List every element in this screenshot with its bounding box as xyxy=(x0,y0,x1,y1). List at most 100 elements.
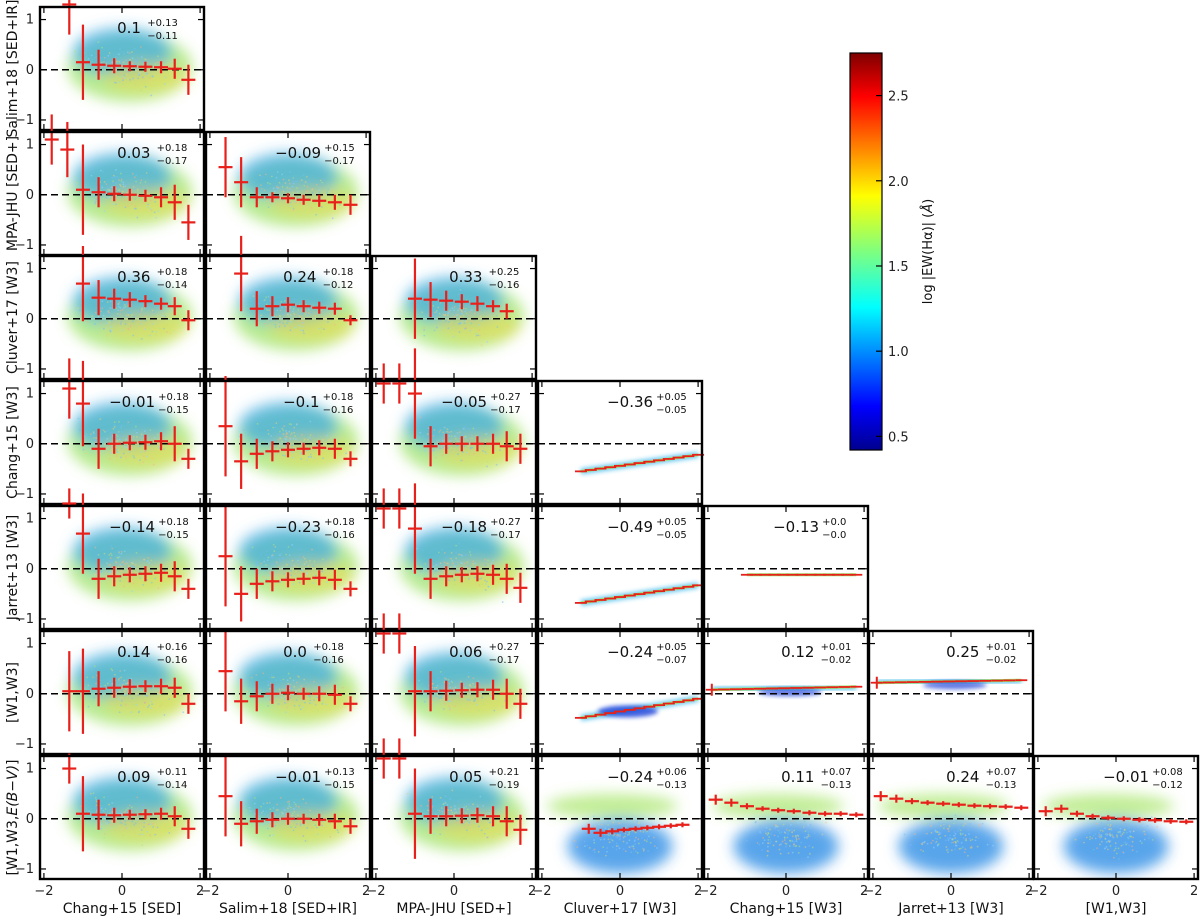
scatter-point xyxy=(469,551,471,553)
scatter-point xyxy=(624,850,627,853)
scatter-point xyxy=(460,316,463,318)
scatter-point xyxy=(135,704,138,706)
scatter-point xyxy=(144,328,147,331)
scatter-point xyxy=(767,842,769,845)
scatter-point xyxy=(292,429,295,431)
scatter-point xyxy=(120,456,122,459)
scatter-point xyxy=(1116,834,1118,837)
scatter-point xyxy=(252,295,255,298)
scatter-point xyxy=(337,831,340,834)
scatter-point xyxy=(96,553,99,556)
scatter-point xyxy=(975,836,977,838)
scatter-point xyxy=(453,579,456,581)
scatter-point xyxy=(97,41,100,43)
scatter-point xyxy=(298,704,301,707)
scatter-point xyxy=(1125,843,1128,846)
scatter-point xyxy=(279,437,281,440)
scatter-point xyxy=(128,52,131,54)
scatter-point xyxy=(182,711,185,714)
scatter-point xyxy=(624,826,627,829)
scatter-point xyxy=(449,798,452,800)
scatter-point xyxy=(292,451,295,454)
scatter-point xyxy=(484,438,487,441)
x-axis-label-3: Cluver+17 [W3] xyxy=(564,901,677,917)
scatter-point xyxy=(119,183,121,186)
scatter-point xyxy=(111,560,113,562)
scatter-point xyxy=(129,58,132,61)
scatter-point xyxy=(439,821,442,824)
scatter-point xyxy=(285,433,288,436)
scatter-point xyxy=(936,830,939,833)
scatter-point xyxy=(613,827,615,829)
scatter-point xyxy=(467,309,470,312)
scatter-point xyxy=(642,830,645,833)
scatter-point xyxy=(273,190,276,193)
scatter-point xyxy=(588,846,591,849)
scatter-point xyxy=(441,439,444,442)
scatter-point xyxy=(1143,830,1146,833)
colorbar-tick-label: 2.0 xyxy=(888,175,909,190)
scatter-point xyxy=(147,206,149,208)
scatter-point xyxy=(301,434,304,436)
scatter-point xyxy=(249,823,252,826)
scatter-point xyxy=(441,810,444,812)
scatter-point xyxy=(458,431,461,434)
scatter-point xyxy=(268,676,271,679)
scatter-point xyxy=(759,831,761,833)
scatter-point xyxy=(447,562,449,565)
scatter-point xyxy=(290,574,293,577)
scatter-point xyxy=(126,811,129,814)
scatter-point xyxy=(95,682,97,685)
scatter-point xyxy=(306,569,309,572)
scatter-point xyxy=(149,321,151,324)
scatter-point xyxy=(313,560,316,563)
scatter-point xyxy=(78,429,81,432)
scatter-point xyxy=(130,708,133,711)
scatter-point xyxy=(275,203,278,206)
scatter-point xyxy=(298,315,301,318)
scatter-point xyxy=(431,686,434,689)
scatter-point xyxy=(1074,838,1077,841)
scatter-point xyxy=(329,822,332,825)
scatter-point xyxy=(108,196,111,199)
scatter-point xyxy=(466,829,468,832)
scatter-point xyxy=(86,676,89,679)
scatter-point xyxy=(293,431,296,434)
scatter-point xyxy=(115,451,118,453)
x-tick-label: −2 xyxy=(200,884,219,899)
scatter-point xyxy=(131,566,134,569)
scatter-point xyxy=(1117,858,1120,860)
scatter-points xyxy=(903,814,1000,857)
scatter-point xyxy=(459,703,462,705)
scatter-point xyxy=(299,204,302,207)
scatter-point xyxy=(120,430,123,433)
scatter-point xyxy=(142,583,145,586)
scatter-point xyxy=(110,577,113,580)
scatter-point xyxy=(134,572,137,574)
median-value: −0.01 xyxy=(1103,768,1149,786)
scatter-point xyxy=(136,61,138,63)
scatter-point xyxy=(146,560,149,562)
panel-r1-c0: 0.03 +0.18−0.17 xyxy=(38,114,206,257)
scatter-point xyxy=(118,67,121,69)
scatter-point xyxy=(426,809,429,812)
y-tick-label: 1 xyxy=(26,138,34,153)
scatter-point xyxy=(284,696,287,699)
scatter-point xyxy=(309,695,311,698)
scatter-point xyxy=(294,438,297,441)
scatter-point xyxy=(931,839,934,842)
scatter-point xyxy=(147,203,150,206)
scatter-point xyxy=(469,311,472,313)
relation-dense-core xyxy=(922,681,987,690)
scatter-point xyxy=(443,809,446,812)
scatter-point xyxy=(447,820,450,823)
scatter-point xyxy=(166,331,169,334)
scatter-point xyxy=(120,178,123,181)
scatter-point xyxy=(583,845,586,848)
scatter-point xyxy=(465,320,468,323)
x-tick-label: 0 xyxy=(450,884,458,899)
scatter-point xyxy=(140,179,143,182)
scatter-point xyxy=(109,431,112,434)
labels-layer: −101−101−101−101−101−101−101−2 0 2−2 0 2−2 0 2… xyxy=(5,0,1198,917)
scatter-point xyxy=(432,313,434,316)
